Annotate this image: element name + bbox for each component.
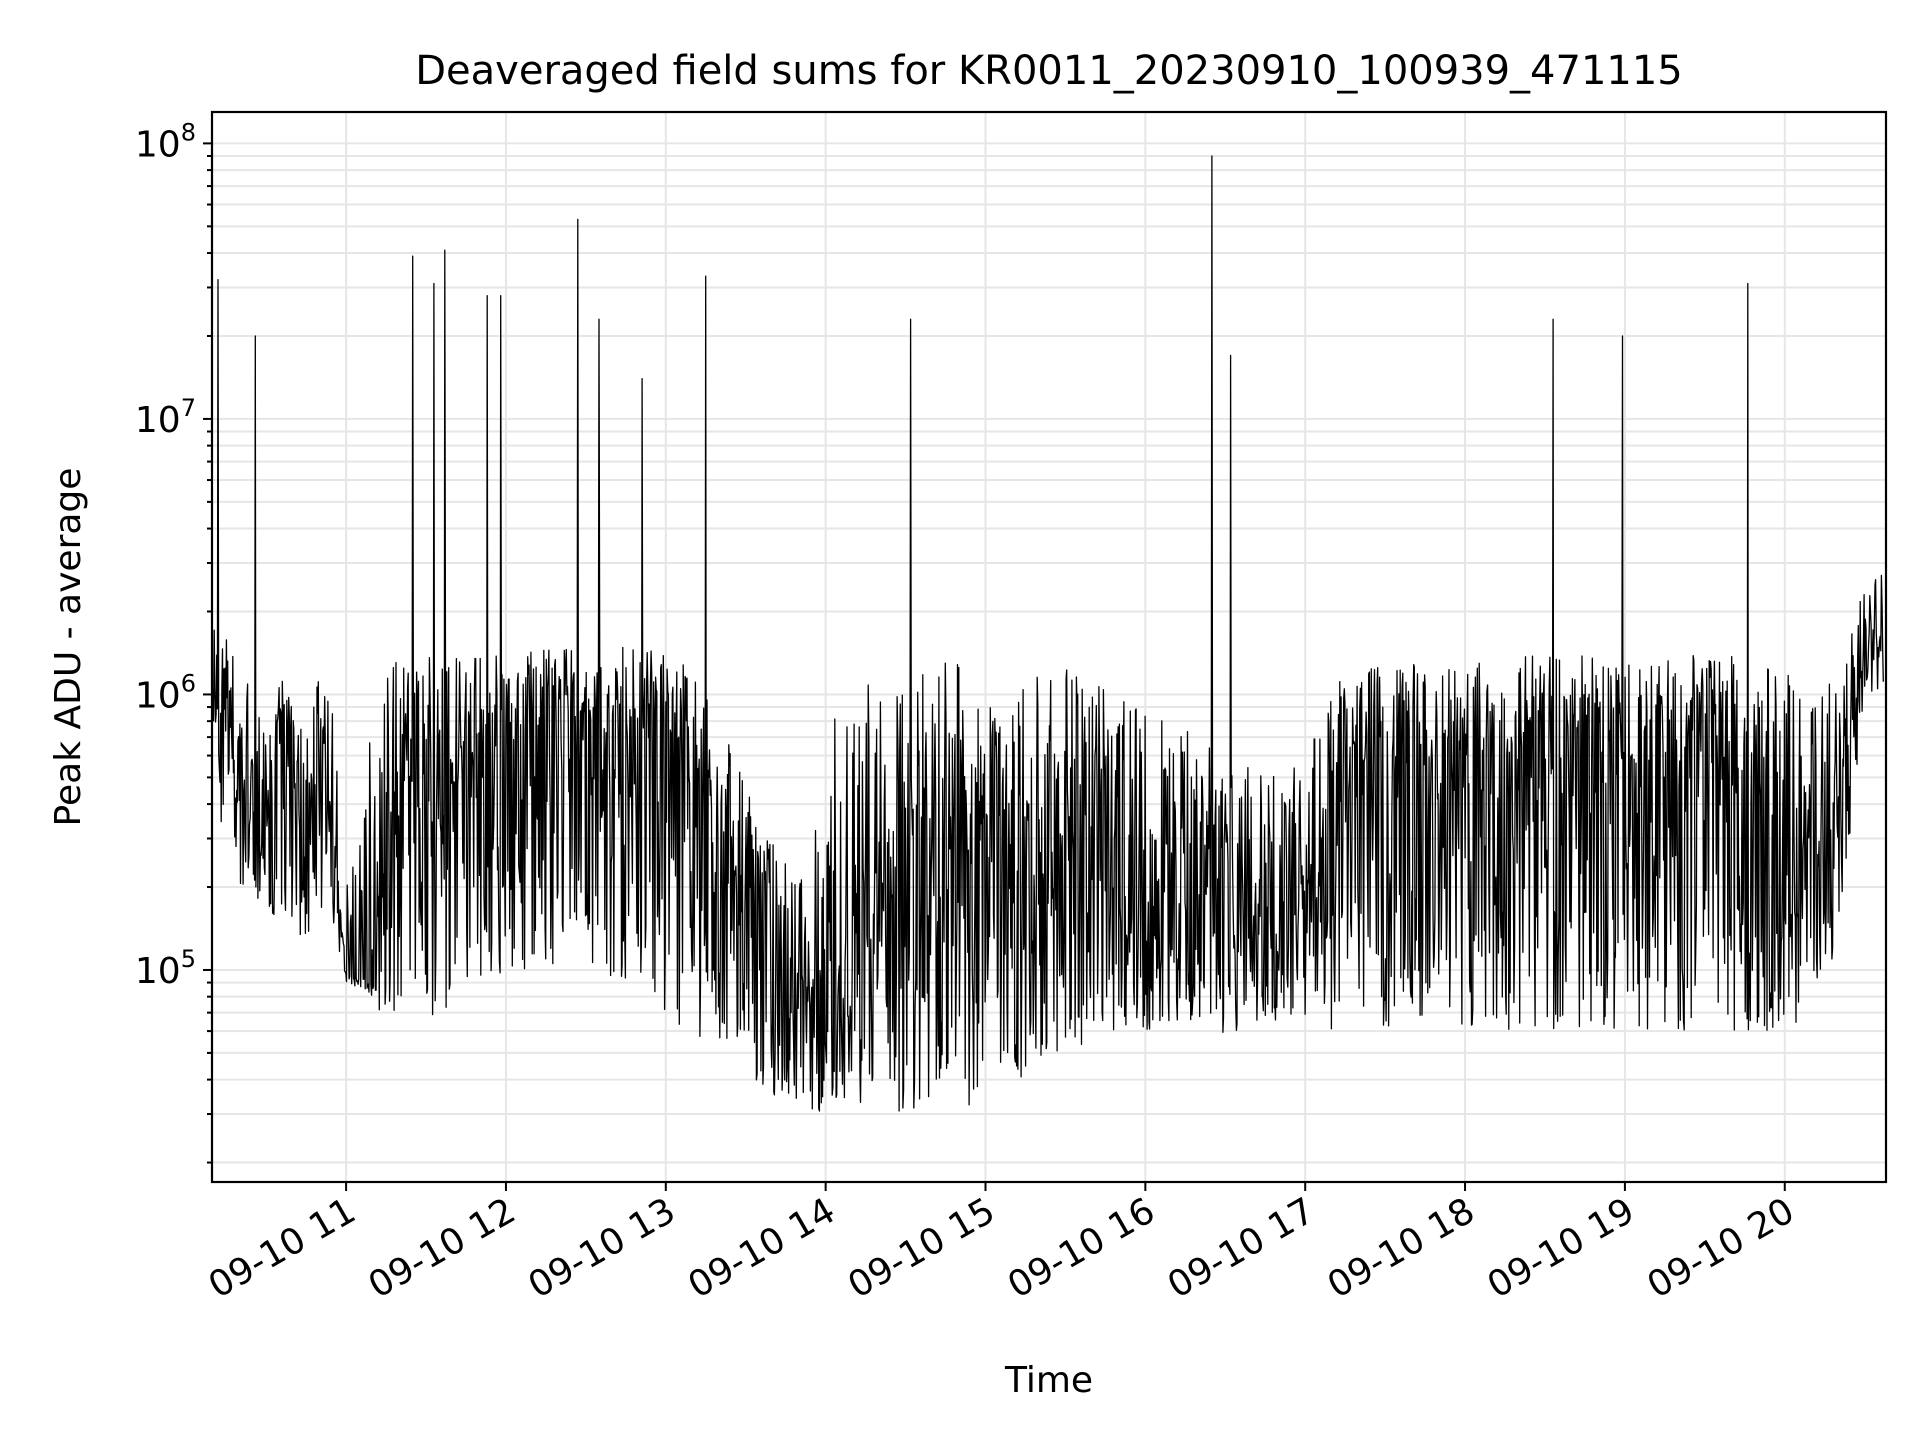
x-axis-label: Time [1004,1360,1093,1401]
series-layer [212,155,1884,1112]
chart-title: Deaveraged field sums for KR0011_2023091… [415,48,1683,94]
series-line [212,155,1884,1112]
y-tick-label: 105 [135,945,196,992]
y-tick-label: 108 [135,118,196,165]
y-tick-label: 106 [135,669,196,716]
y-axis-label: Peak ADU - average [48,468,89,827]
plot-frame [210,110,1888,1184]
y-tick-label: 107 [135,394,196,441]
y-axis: 105 106 107 108 [135,118,212,1164]
